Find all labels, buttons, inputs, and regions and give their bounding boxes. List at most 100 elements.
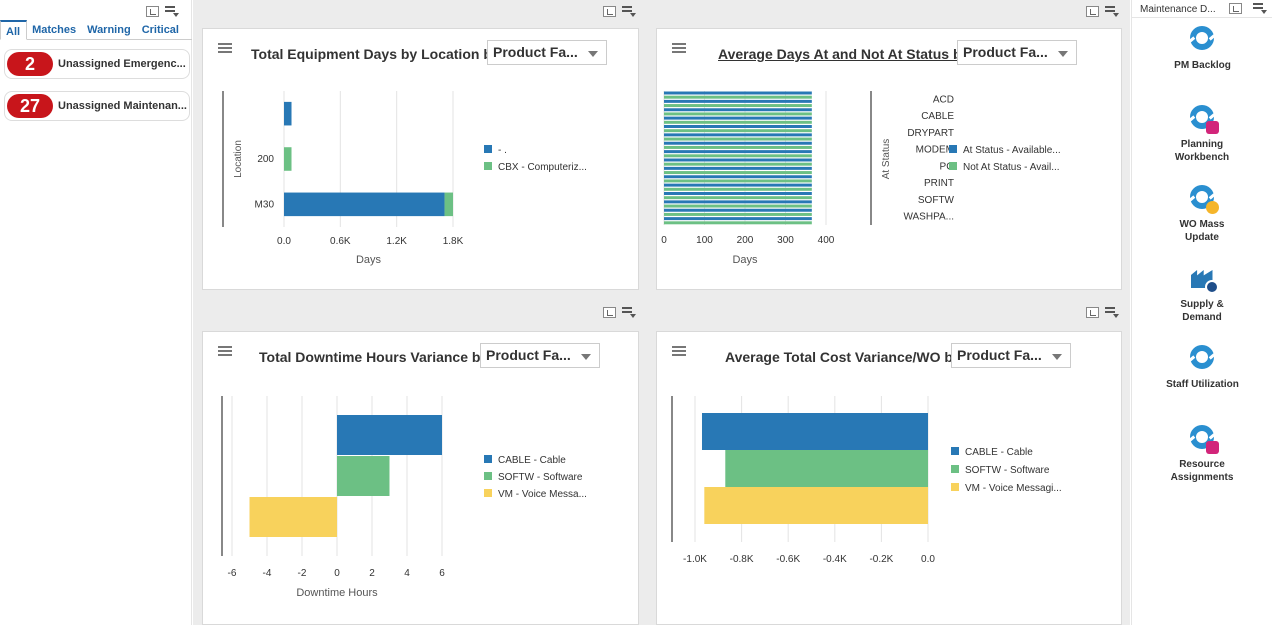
expand-icon[interactable]: [1086, 306, 1099, 318]
chart-menu-icon[interactable]: [672, 346, 686, 356]
bar: [664, 129, 812, 133]
chart-menu-icon[interactable]: [672, 43, 686, 53]
product-family-dropdown[interactable]: Product Fa...: [487, 40, 607, 65]
bar: [725, 450, 928, 487]
tab-critical[interactable]: Critical: [141, 24, 179, 36]
category-label: DRYPART: [907, 128, 954, 139]
pane-menu-icon[interactable]: [165, 5, 179, 17]
chart2-toolbar: [1086, 2, 1119, 20]
y-axis-title: Location: [233, 140, 244, 178]
bar: [664, 192, 812, 195]
legend-swatch: [951, 447, 959, 455]
springboard-pane: Maintenance D... PM Backlog Planning Wor…: [1131, 0, 1272, 625]
alert-unassigned-emergency[interactable]: 2 Unassigned Emergenc...: [4, 49, 190, 79]
tick-label: 0: [334, 568, 340, 579]
tick-label: 400: [818, 235, 835, 246]
expand-icon[interactable]: [1229, 3, 1242, 14]
chart-title: Total Downtime Hours Variance by: [259, 349, 489, 365]
expand-icon[interactable]: [1086, 5, 1099, 17]
tab-all[interactable]: All: [0, 20, 28, 40]
expand-icon[interactable]: [146, 5, 159, 17]
pane-menu-icon[interactable]: [622, 5, 636, 17]
bar: [664, 200, 812, 204]
pane-menu-icon[interactable]: [1105, 5, 1119, 17]
tile-label: Resource Assignments: [1170, 459, 1234, 483]
tick-label: 100: [696, 235, 713, 246]
bar: [284, 101, 292, 126]
bar: [664, 175, 812, 179]
tile-planning-workbench[interactable]: Planning Workbench: [1132, 104, 1272, 164]
bar: [664, 91, 812, 95]
tick-label: 2: [369, 568, 375, 579]
alert-unassigned-maintenance[interactable]: 27 Unassigned Maintenan...: [4, 91, 190, 121]
tick-label: -6: [228, 568, 237, 579]
chart-menu-icon[interactable]: [218, 346, 232, 356]
expand-icon[interactable]: [603, 5, 616, 17]
category-label: 200: [257, 154, 274, 165]
legend-swatch: [951, 465, 959, 473]
chart-panel-cost-variance: Average Total Cost Variance/WO by Produc…: [656, 331, 1122, 625]
legend-swatch: [484, 162, 492, 170]
product-family-dropdown[interactable]: Product Fa...: [951, 343, 1071, 368]
product-family-dropdown[interactable]: Product Fa...: [480, 343, 600, 368]
tile-supply-demand[interactable]: Supply & Demand: [1132, 264, 1272, 324]
legend-label: SOFTW - Software: [498, 472, 583, 483]
bar: [664, 141, 812, 145]
tick-label: -1.0K: [683, 554, 707, 565]
pane-menu-icon[interactable]: [1105, 306, 1119, 318]
chart-panel-equipment-days: Total Equipment Days by Location by Prod…: [202, 28, 639, 290]
tick-label: 0.0: [277, 236, 291, 247]
pane-menu-icon[interactable]: [1253, 3, 1267, 14]
tile-label: Staff Utilization: [1166, 379, 1239, 390]
bar: [664, 221, 812, 225]
bar: [664, 133, 812, 137]
alerts-pane-toolbar: [146, 2, 179, 20]
expand-icon[interactable]: [603, 306, 616, 318]
bar: [249, 497, 337, 537]
refresh-toolbox-icon: [1189, 104, 1219, 134]
legend-label: - .: [498, 145, 507, 156]
bar: [664, 112, 812, 116]
tile-wo-mass-update[interactable]: WO Mass Update: [1132, 184, 1272, 244]
tab-matches[interactable]: Matches: [32, 24, 77, 36]
bar: [664, 158, 812, 162]
legend-label: At Status - Available...: [963, 145, 1061, 156]
bar: [701, 413, 928, 450]
bar: [664, 99, 812, 103]
legend-label: SOFTW - Software: [965, 465, 1050, 476]
pane-menu-icon[interactable]: [622, 306, 636, 318]
tick-label: 0: [661, 235, 667, 246]
legend-label: VM - Voice Messa...: [498, 489, 587, 500]
chart-title: Average Total Cost Variance/WO by: [725, 349, 961, 365]
factory-search-icon: [1189, 264, 1219, 294]
tile-resource-assignments[interactable]: Resource Assignments: [1132, 424, 1272, 484]
bar: [664, 116, 812, 120]
tile-pm-backlog[interactable]: PM Backlog: [1132, 25, 1272, 72]
tick-label: 200: [737, 235, 754, 246]
legend-label: Not At Status - Avail...: [963, 162, 1060, 173]
tab-warning[interactable]: Warning: [87, 24, 131, 36]
refresh-gear-icon: [1189, 184, 1219, 214]
chart-plot: 0.0 0.6K 1.2K 1.8K Location Days 200 M30 - . CBX …: [222, 91, 587, 266]
bar: [444, 192, 453, 217]
bar: [664, 212, 812, 216]
chart-menu-icon[interactable]: [218, 43, 232, 53]
chart4-toolbar: [1086, 303, 1119, 321]
legend-swatch: [484, 145, 492, 153]
tile-label: Supply & Demand: [1180, 299, 1224, 323]
bar: [664, 104, 812, 108]
bar: [664, 179, 812, 183]
chart-title[interactable]: Average Days At and Not At Status by: [718, 46, 970, 62]
bar: [704, 487, 928, 524]
legend-label: CBX - Computeriz...: [498, 162, 587, 173]
bar: [664, 125, 812, 128]
tile-label: Planning Workbench: [1174, 139, 1230, 163]
product-family-dropdown[interactable]: Product Fa...: [957, 40, 1077, 65]
alert-label: Unassigned Maintenan...: [58, 100, 187, 112]
tile-staff-utilization[interactable]: Staff Utilization: [1132, 344, 1272, 391]
bar: [664, 166, 812, 170]
legend-swatch: [949, 162, 957, 170]
tick-label: -0.4K: [823, 554, 847, 565]
legend-label: CABLE - Cable: [965, 447, 1033, 458]
legend-swatch: [951, 483, 959, 491]
